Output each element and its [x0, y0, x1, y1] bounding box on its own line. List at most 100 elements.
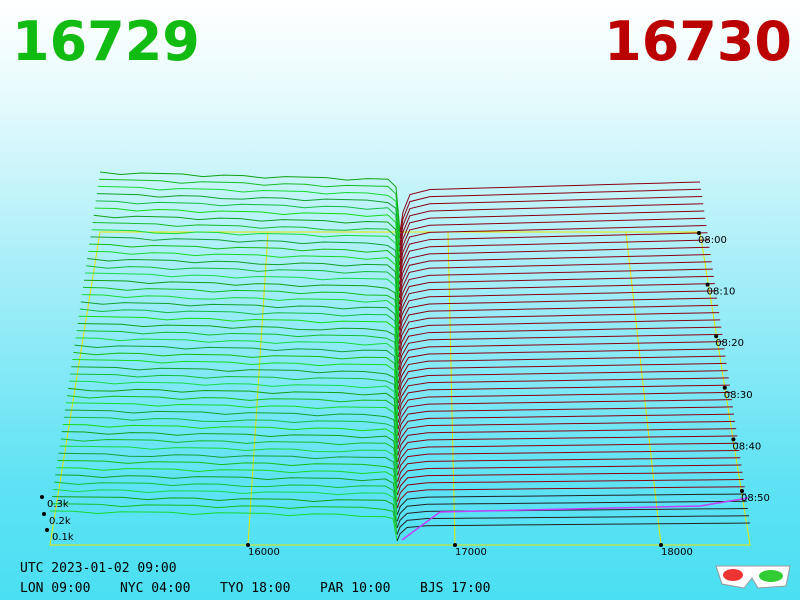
bid-curve	[89, 243, 400, 298]
ask-curve	[397, 442, 739, 469]
bid-curve	[64, 409, 399, 450]
axis-labels: 16000 17000 18000 0.3k 0.2k 0.1k 08:00 08:10 08:…	[40, 231, 770, 558]
time-tick	[740, 489, 744, 493]
bid-curve	[58, 452, 399, 489]
bid-curve	[61, 431, 399, 469]
floor-outline	[49, 231, 751, 546]
ask-curve	[397, 399, 732, 430]
ask-curve	[398, 319, 721, 358]
bid-curve	[54, 481, 398, 515]
time-tick-label: 08:20	[715, 338, 744, 349]
ask-curve	[399, 225, 707, 272]
time-tick	[731, 437, 736, 442]
ask-curve	[396, 515, 749, 535]
clock: TYO 18:00	[220, 581, 290, 596]
bid-curve	[90, 236, 400, 292]
ask-curve	[398, 312, 720, 351]
ask-curve	[398, 341, 724, 377]
ask-curve	[396, 500, 747, 522]
bid-curve	[59, 445, 399, 482]
time-tick-label: 08:10	[707, 287, 736, 298]
bid-curve	[87, 258, 400, 311]
bid-curve	[57, 460, 398, 496]
ask-curve	[399, 232, 708, 279]
ask-curve	[396, 471, 743, 496]
bid-curve	[72, 359, 399, 403]
bid-curve	[84, 279, 400, 331]
bid-curve	[69, 380, 399, 423]
ask-curve	[398, 261, 712, 305]
price-tick-label: 17000	[455, 547, 487, 558]
bid-curve	[65, 402, 399, 443]
bid-curve	[56, 467, 398, 502]
ask-curve	[398, 246, 710, 292]
bid-curve	[60, 438, 399, 476]
time-tick	[714, 334, 719, 339]
ask-curve	[399, 188, 702, 239]
depth-tick-label: 0.2k	[49, 516, 71, 527]
ask-curve	[397, 370, 728, 404]
bid-curve	[82, 286, 400, 338]
bid-curve	[95, 200, 401, 259]
price-tick	[453, 543, 457, 547]
bid-curve	[71, 366, 399, 410]
ask-curve	[401, 497, 749, 541]
ask-curve	[397, 428, 737, 456]
bid-price: 16729	[12, 10, 200, 73]
price-grid-line	[247, 231, 269, 546]
price-tick	[246, 543, 250, 547]
ask-curve	[398, 333, 723, 371]
ask-curve	[396, 522, 751, 542]
depth-tick	[42, 512, 46, 516]
bid-curve	[75, 337, 400, 384]
ask-curve	[397, 435, 738, 463]
ask-curve	[397, 413, 735, 443]
clock: NYC 04:00	[120, 581, 190, 596]
bid-curve	[86, 265, 400, 318]
ask-curve	[397, 384, 730, 417]
ask-curve	[399, 203, 704, 252]
bid-curve	[49, 510, 398, 542]
ask-curve	[398, 275, 714, 318]
ask-curve	[397, 406, 733, 436]
ask-curve	[398, 297, 718, 338]
ask-curve	[397, 420, 736, 450]
bid-curve	[79, 308, 400, 357]
bid-curve	[55, 474, 398, 509]
ask-curve	[398, 254, 711, 298]
bid-curve	[81, 294, 400, 344]
ask-price: 16730	[604, 10, 792, 73]
time-tick	[705, 282, 710, 287]
time-tick-label: 08:00	[698, 235, 727, 246]
ask-curve	[397, 377, 729, 410]
bid-curve	[66, 395, 399, 436]
ask-curve	[398, 304, 719, 344]
price-grid-line	[447, 231, 456, 546]
bid-curve	[73, 351, 399, 397]
ask-curve	[398, 283, 715, 325]
bid-curve	[51, 503, 398, 535]
bid-curve	[76, 330, 400, 377]
ask-curve	[397, 355, 726, 390]
ask-curve	[396, 478, 744, 502]
clock: BJS 17:00	[420, 581, 490, 596]
ask-curve	[398, 290, 716, 331]
bid-curve	[68, 387, 399, 430]
bid-curve	[96, 193, 401, 252]
bid-curve	[77, 322, 400, 371]
price-grid-line	[625, 231, 662, 546]
depth-tick	[40, 495, 44, 499]
bid-curve	[94, 207, 401, 265]
bid-curve	[62, 423, 399, 463]
ask-curve	[397, 391, 731, 423]
bid-curve	[63, 416, 399, 456]
bid-curve	[52, 496, 398, 528]
clock: LON 09:00	[20, 581, 90, 596]
time-tick-label: 08:40	[732, 441, 761, 452]
ask-curve	[398, 348, 725, 384]
time-tick	[697, 231, 701, 235]
utc-time: UTC 2023-01-02 09:00	[20, 561, 177, 576]
bid-curve	[78, 315, 400, 364]
bid-curve	[91, 229, 400, 285]
